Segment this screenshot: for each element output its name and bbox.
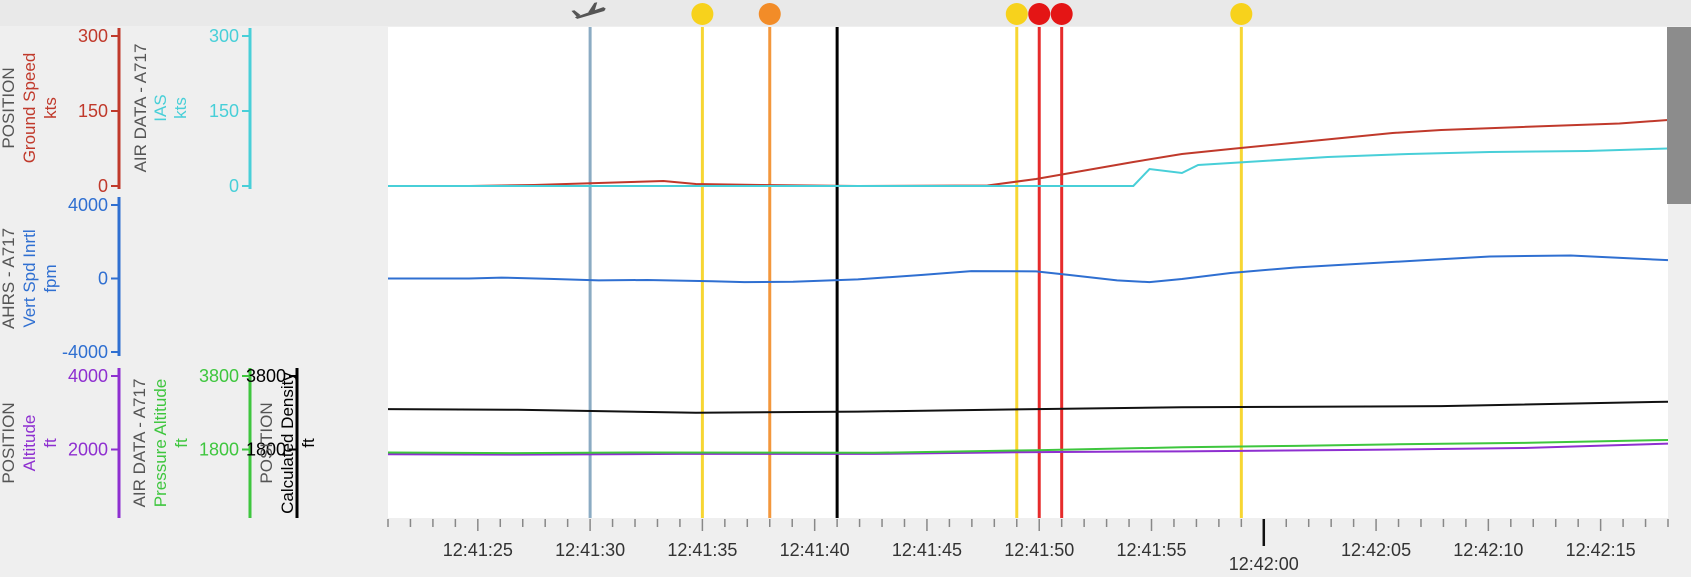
y-tick-label-2-1-0: 3800 <box>199 366 239 386</box>
x-tick-label-7: 12:42:00 <box>1229 554 1299 574</box>
series-line-1-0 <box>388 254 1668 284</box>
y-tick-label-2-2-1: 1800 <box>246 440 286 460</box>
series-line-0-1 <box>388 147 1668 187</box>
plot-area <box>388 27 1668 518</box>
x-axis-band <box>0 518 1691 577</box>
axis-label-2-0-1: Altitude <box>20 415 39 472</box>
y-tick-label-2-0-0: 4000 <box>68 366 108 386</box>
series-line-2-0 <box>388 400 1668 414</box>
y-tick-label-0-1-0: 300 <box>209 26 239 46</box>
axis-label-2-1-2: ft <box>172 438 191 448</box>
axis-label-0-1-0: AIR DATA - A717 <box>131 44 150 173</box>
event-dot-1[interactable] <box>691 3 714 25</box>
series-line-2-2 <box>388 438 1668 455</box>
x-tick-label-1: 12:41:30 <box>555 540 625 560</box>
y-tick-label-0-0-1: 150 <box>78 101 108 121</box>
x-tick-label-2: 12:41:35 <box>667 540 737 560</box>
series-layer <box>388 119 1668 456</box>
airplane-icon[interactable] <box>571 1 607 20</box>
y-tick-label-2-1-1: 1800 <box>199 440 239 460</box>
axis-label-0-1-1: IAS <box>151 94 170 121</box>
axis-label-2-2-2: ft <box>299 438 318 448</box>
x-tick-label-10: 12:42:15 <box>1566 540 1636 560</box>
axis-label-1-0-0: AHRS - A717 <box>0 228 18 329</box>
event-dot-4[interactable] <box>1005 3 1028 25</box>
axis-label-1-0-1: Vert Spd Inrtl <box>20 229 39 327</box>
axis-label-0-0-2: kts <box>41 97 60 119</box>
axis-label-2-0-0: POSITION <box>0 402 18 483</box>
x-tick-label-4: 12:41:45 <box>892 540 962 560</box>
axis-label-2-2-1: Calculated Density <box>278 372 297 514</box>
y-tick-label-0-1-1: 150 <box>209 101 239 121</box>
y-tick-label-2-2-0: 3800 <box>246 366 286 386</box>
x-tick-label-6: 12:41:55 <box>1116 540 1186 560</box>
axis-label-0-0-1: Ground Speed <box>20 53 39 164</box>
x-axis: 12:41:25 12:41:30 12:41:35 12:41:40 12:41:45… <box>0 518 1691 577</box>
y-tick-label-2-0-1: 2000 <box>68 440 108 460</box>
axis-label-0-0-0: POSITION <box>0 67 18 148</box>
x-tick-label-8: 12:42:05 <box>1341 540 1411 560</box>
series-line-0-0 <box>388 119 1668 188</box>
axis-label-0-1-2: kts <box>171 97 190 119</box>
axis-label-2-1-1: Pressure Altitude <box>151 379 170 508</box>
series-line-2-1 <box>388 442 1668 456</box>
y-tick-label-1-0-2: -4000 <box>62 342 108 362</box>
axis-label-2-2-0: POSITION <box>257 402 276 483</box>
y-tick-label-0-0-0: 300 <box>78 26 108 46</box>
y-tick-label-1-0-1: 0 <box>98 269 108 289</box>
y-tick-label-0-1-2: 0 <box>229 176 239 196</box>
y-tick-label-1-0-0: 4000 <box>68 195 108 215</box>
event-dot-2[interactable] <box>758 3 781 25</box>
axis-label-2-0-2: ft <box>41 438 60 448</box>
event-dot-7[interactable] <box>1230 3 1253 25</box>
event-dot-6[interactable] <box>1050 3 1073 25</box>
scrollbar-thumb[interactable] <box>1667 27 1691 204</box>
axis-label-2-1-0: AIR DATA - A717 <box>130 379 149 508</box>
y-tick-label-0-0-2: 0 <box>98 176 108 196</box>
marker-strip <box>0 0 1691 26</box>
x-tick-label-9: 12:42:10 <box>1453 540 1523 560</box>
x-tick-label-5: 12:41:50 <box>1004 540 1074 560</box>
axis-label-1-0-2: fpm <box>41 264 60 292</box>
event-dot-5[interactable] <box>1028 3 1051 25</box>
event-marker-icons <box>571 1 1253 25</box>
x-tick-label-0: 12:41:25 <box>443 540 513 560</box>
x-tick-label-3: 12:41:40 <box>780 540 850 560</box>
